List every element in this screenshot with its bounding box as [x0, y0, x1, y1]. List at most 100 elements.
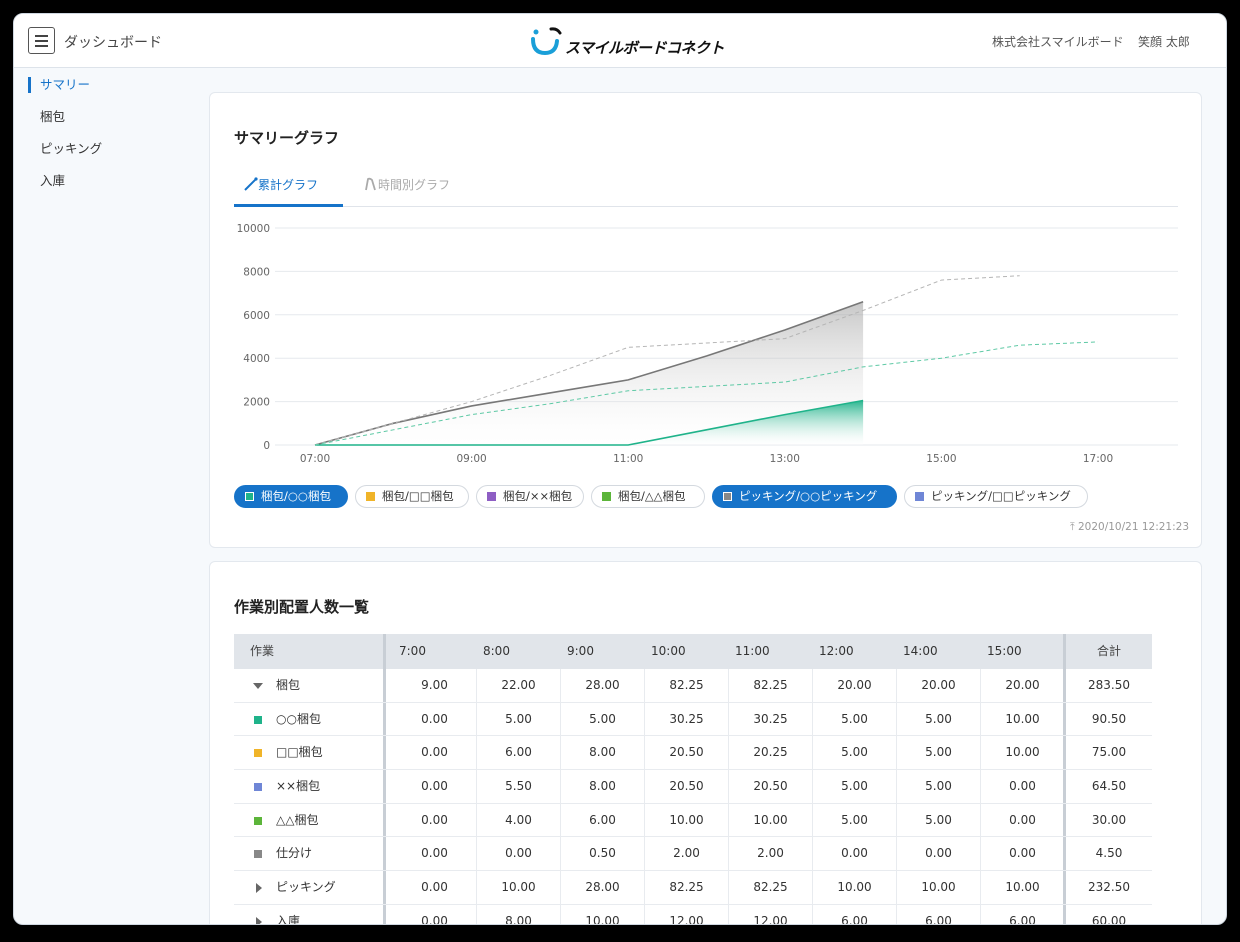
- series-line-dashed: [314, 341, 1099, 446]
- row-value-cell: 6.00: [477, 736, 561, 770]
- x-tick-label: 13:00: [770, 453, 800, 465]
- row-value-cell: 20.25: [729, 736, 813, 770]
- y-tick-label: 10000: [237, 223, 270, 235]
- row-value-cell: 5.00: [897, 702, 981, 736]
- row-total-cell: 64.50: [1063, 770, 1152, 803]
- expand-triangle-icon[interactable]: [256, 916, 262, 924]
- header-total: 合計: [1063, 634, 1152, 669]
- row-value-cell: 8.00: [561, 770, 645, 803]
- row-value-cell: 6.00: [561, 803, 645, 837]
- sidebar: サマリー 梱包 ピッキング 入庫: [14, 69, 194, 197]
- row-task-cell: □□梱包: [234, 736, 386, 770]
- staffing-table: 作業 合計 7:00 8:00 9:00 10:00 11:00 12:00 14:00 15…: [234, 634, 1152, 924]
- last-updated-time: 2020/10/21 12:21:23: [1077, 521, 1189, 533]
- legend-swatch: [245, 492, 254, 501]
- legend-chip-label: 梱包/○○梱包: [261, 489, 331, 503]
- series-area: [315, 400, 864, 445]
- row-task-name: □□梱包: [276, 745, 323, 760]
- header-task: 作業: [234, 634, 386, 669]
- legend-chip[interactable]: 梱包/△△梱包: [591, 485, 705, 508]
- row-value-cell: 5.00: [897, 770, 981, 803]
- row-value-cell: 28.00: [561, 871, 645, 904]
- row-value-cell: 10.00: [981, 871, 1065, 904]
- sidebar-item-packing[interactable]: 梱包: [40, 109, 66, 124]
- table-row[interactable]: 梱包 9.00 22.00 28.00 82.25 82.25 20.00 20.00 20.0…: [234, 669, 1152, 703]
- row-value-cell: 12.00: [645, 904, 729, 924]
- color-square-icon: [254, 749, 262, 758]
- hamburger-menu-icon[interactable]: [28, 27, 55, 54]
- table-row[interactable]: 入庫 0.00 8.00 10.00 12.00 12.00 6.00 6.00 6.00 60.…: [234, 904, 1152, 924]
- row-value-cell: 0.00: [897, 837, 981, 871]
- legend-chip-label: ピッキング/○○ピッキング: [739, 489, 878, 503]
- series-line: [314, 301, 864, 446]
- row-total-cell: 283.50: [1063, 669, 1152, 702]
- cumulative-chart: 10000 8000 6000 4000 2000 0 07:00 09:00 11:00 13:…: [237, 223, 1178, 465]
- sidebar-item-receiving[interactable]: 入庫: [40, 173, 66, 188]
- row-value-cell: 0.00: [393, 770, 477, 803]
- last-updated: ⤒ 2020/10/21 12:21:23: [1070, 521, 1189, 534]
- row-value-cell: 5.00: [813, 702, 897, 736]
- row-value-cell: 5.00: [813, 803, 897, 837]
- tab-cumulative[interactable]: 累計グラフ: [234, 171, 343, 207]
- legend-chip[interactable]: 梱包/○○梱包: [234, 485, 348, 508]
- collapse-triangle-icon[interactable]: [253, 683, 263, 689]
- row-value-cell: 5.00: [813, 736, 897, 770]
- summary-card: サマリーグラフ 累計グラフ 時間別グラフ 10000 8000 6000 4000 20…: [209, 92, 1202, 548]
- y-tick-label: 6000: [243, 310, 270, 322]
- tab-cumulative-label: 累計グラフ: [258, 178, 319, 192]
- legend-chip-label: 梱包/△△梱包: [618, 489, 686, 503]
- sidebar-item-picking[interactable]: ピッキング: [40, 141, 103, 156]
- header-hour: 9:00: [567, 644, 594, 658]
- table-row: □□梱包 0.00 6.00 8.00 20.50 20.25 5.00 5.00 10.00 7…: [234, 736, 1152, 771]
- sidebar-item-summary[interactable]: サマリー: [14, 69, 194, 101]
- legend-chip[interactable]: ピッキング/□□ピッキング: [904, 485, 1088, 508]
- series-line-dashed: [314, 275, 1020, 446]
- legend-chip[interactable]: ピッキング/○○ピッキング: [712, 485, 897, 508]
- row-value-cell: 10.00: [729, 803, 813, 837]
- row-total-cell: 60.00: [1063, 904, 1152, 924]
- row-task-name: ○○梱包: [276, 711, 321, 726]
- x-tick-label: 17:00: [1083, 453, 1113, 465]
- graph-tabs: 累計グラフ 時間別グラフ: [234, 171, 1178, 207]
- x-tick-label: 11:00: [613, 453, 643, 465]
- row-value-cell: 5.00: [561, 702, 645, 736]
- row-value-cell: 0.00: [393, 702, 477, 736]
- row-total-cell: 4.50: [1063, 837, 1152, 871]
- row-value-cell: 20.00: [897, 669, 981, 702]
- row-value-cell: 6.00: [981, 904, 1065, 924]
- row-value-cell: 0.00: [393, 837, 477, 871]
- row-value-cell: 12.00: [729, 904, 813, 924]
- row-value-cell: 10.00: [981, 736, 1065, 770]
- row-value-cell: 9.00: [393, 669, 477, 702]
- row-value-cell: 10.00: [645, 803, 729, 837]
- legend-swatch: [602, 492, 611, 501]
- user-name[interactable]: 笑顔 太郎: [1138, 35, 1190, 49]
- legend-chip-label: 梱包/□□梱包: [382, 489, 454, 503]
- logo-text: スマイルボードコネクト: [565, 39, 725, 57]
- expand-triangle-icon[interactable]: [256, 883, 262, 894]
- row-value-cell: 6.00: [897, 904, 981, 924]
- company-name: 株式会社スマイルボード: [992, 35, 1124, 49]
- row-value-cell: 10.00: [477, 871, 561, 904]
- row-value-cell: 20.50: [729, 770, 813, 803]
- header-hour: 14:00: [903, 644, 938, 658]
- header-hour: 10:00: [651, 644, 686, 658]
- header-hour: 15:00: [987, 644, 1022, 658]
- legend-chip[interactable]: 梱包/××梱包: [476, 485, 584, 508]
- app-logo[interactable]: スマイルボードコネクト: [529, 23, 725, 59]
- row-value-cell: 4.00: [477, 803, 561, 837]
- table-row[interactable]: ピッキング 0.00 10.00 28.00 82.25 82.25 10.00 10.00 1…: [234, 871, 1152, 905]
- y-tick-label: 4000: [243, 353, 270, 365]
- row-value-cell: 10.00: [561, 904, 645, 924]
- row-value-cell: 0.00: [477, 837, 561, 871]
- row-task-name: ピッキング: [276, 880, 336, 895]
- curve-chart-icon: [365, 177, 376, 191]
- legend-chip[interactable]: 梱包/□□梱包: [355, 485, 469, 508]
- tab-hourly[interactable]: 時間別グラフ: [354, 171, 474, 207]
- smile-logo-icon: [531, 27, 562, 56]
- table-row: △△梱包 0.00 4.00 6.00 10.00 10.00 5.00 5.00 0.00 30…: [234, 803, 1152, 838]
- legend-swatch: [723, 492, 732, 501]
- x-tick-label: 07:00: [300, 453, 330, 465]
- legend-chip-label: 梱包/××梱包: [503, 489, 573, 503]
- color-square-icon: [254, 783, 262, 792]
